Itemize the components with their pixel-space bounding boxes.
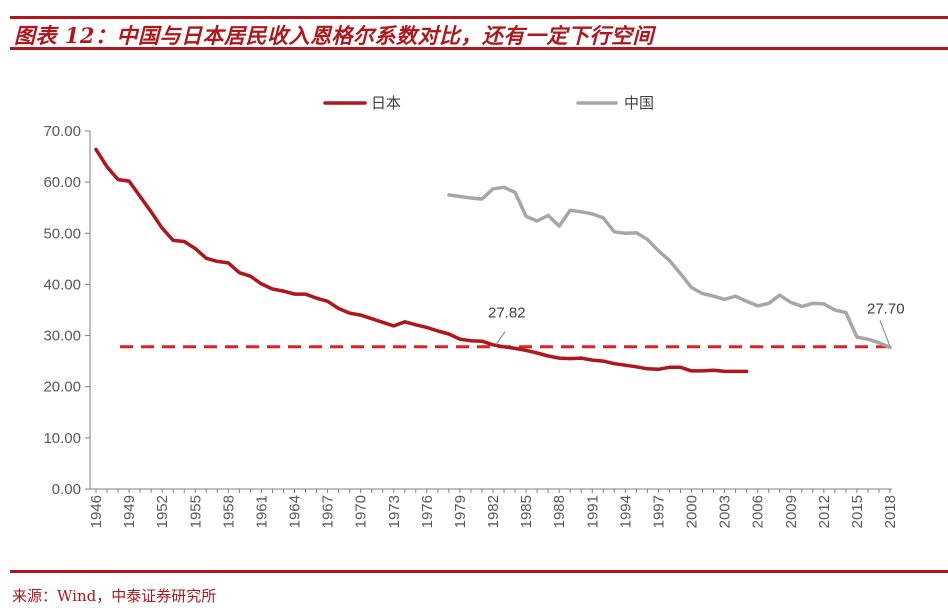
x-tick-label: 1949 — [121, 495, 138, 528]
x-tick-label: 1955 — [187, 495, 204, 528]
legend-label-japan: 日本 — [371, 94, 401, 112]
y-tick-label: 70.00 — [43, 123, 81, 140]
x-tick-label: 2003 — [717, 495, 734, 528]
figure-title: 图表 12：中国与日本居民收入恩格尔系数对比，还有一定下行空间 — [14, 23, 655, 48]
title-bottom-rule — [10, 47, 948, 50]
x-tick-label: 1970 — [353, 495, 370, 528]
x-tick-label: 1991 — [584, 495, 601, 528]
footer-rule — [10, 570, 948, 573]
x-tick-label: 2000 — [684, 495, 701, 528]
end-value-label: 27.70 — [867, 300, 905, 317]
x-tick-label: 1961 — [253, 495, 270, 528]
reference-value-label: 27.82 — [488, 305, 526, 322]
x-tick-label: 1997 — [650, 495, 667, 528]
x-tick-label: 1982 — [485, 495, 502, 528]
x-tick-label: 1985 — [518, 495, 535, 528]
y-tick-label: 0.00 — [52, 481, 81, 498]
y-tick-label: 20.00 — [43, 379, 81, 396]
series-line-china — [447, 185, 892, 350]
y-tick-label: 60.00 — [43, 174, 81, 191]
x-tick-label: 1958 — [220, 495, 237, 528]
series-line-japan — [94, 147, 749, 374]
end-callout-leader — [879, 320, 891, 347]
x-tick-label: 1973 — [386, 495, 403, 528]
x-tick-label: 1946 — [88, 495, 105, 528]
x-tick-label: 2018 — [882, 495, 899, 528]
x-tick-label: 2012 — [816, 495, 833, 528]
y-tick-label: 50.00 — [43, 225, 81, 242]
y-tick-label: 30.00 — [43, 328, 81, 345]
x-tick-label: 1988 — [551, 495, 568, 528]
x-tick-label: 1994 — [617, 495, 634, 528]
axes: 0.00 10.00 20.00 30.00 40.00 50.00 60.00 70.00 1… — [43, 123, 899, 528]
title-top-rule — [10, 16, 948, 19]
y-tick-label: 10.00 — [43, 430, 81, 447]
x-tick-label: 1979 — [452, 495, 469, 528]
annotations: 27.82 27.70 — [488, 300, 905, 347]
x-tick-label: 2006 — [750, 495, 767, 528]
x-tick-label: 1976 — [419, 495, 436, 528]
legend: 日本 中国 — [323, 94, 654, 112]
y-tick-label: 40.00 — [43, 276, 81, 293]
x-tick-label: 1967 — [320, 495, 337, 528]
x-tick-label: 1964 — [287, 495, 304, 528]
x-tick-label: 1952 — [154, 495, 171, 528]
x-tick-label: 2009 — [783, 495, 800, 528]
series-lines — [94, 147, 892, 374]
source-note: 来源：Wind，中泰证券研究所 — [12, 587, 217, 605]
legend-label-china: 中国 — [624, 94, 654, 112]
reference-callout-leader — [495, 331, 506, 346]
x-tick-label: 2015 — [849, 495, 866, 528]
